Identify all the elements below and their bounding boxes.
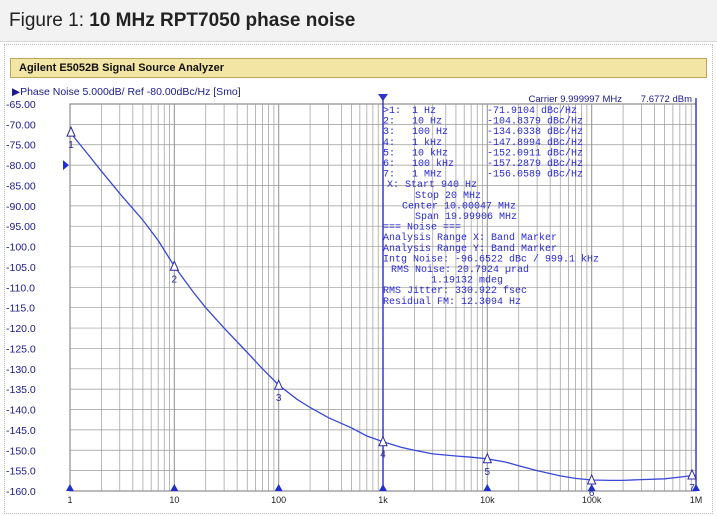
- marker-frequency: 1 kHz: [412, 137, 442, 149]
- y-tick-label: -70.00: [6, 119, 36, 131]
- marker-label: 7: [689, 483, 695, 494]
- y-tick-label: -90.00: [6, 201, 36, 213]
- marker-value: -157.2879 dBc/Hz: [487, 158, 583, 170]
- x-tick-label: 10: [169, 495, 179, 505]
- marker-id: 4:: [383, 138, 395, 149]
- marker-triangle: [66, 125, 76, 137]
- marker-label: 4: [380, 450, 386, 461]
- reference-level-marker: [63, 160, 69, 171]
- marker-frequency: 100 kHz: [412, 158, 454, 170]
- sweep-line: X: Start 940 Hz: [387, 180, 477, 191]
- y-tick-label: -145.0: [6, 425, 36, 437]
- marker-triangle: [273, 378, 284, 390]
- figure-caption: Figure 1: 10 MHz RPT7050 phase noise: [0, 0, 717, 42]
- marker-frequency: 10 kHz: [412, 147, 448, 159]
- marker-value: -156.0589 dBc/Hz: [487, 169, 583, 181]
- marker-frequency: 1 Hz: [412, 106, 436, 117]
- marker-frequency: 10 Hz: [412, 117, 442, 128]
- y-tick-label: -80.00: [6, 160, 36, 172]
- x-tick-triangle: [170, 484, 179, 491]
- marker-id: 7:: [383, 170, 395, 181]
- marker-frequency: 100 Hz: [412, 127, 448, 138]
- carrier-frequency: Carrier 9.999997 MHz: [529, 94, 623, 105]
- y-tick-label: -85.00: [6, 180, 36, 192]
- x-tick-label: 1k: [378, 495, 388, 505]
- y-tick-label: -125.0: [6, 343, 36, 355]
- x-tick-triangle: [692, 484, 700, 491]
- band-marker-top-arrow: [378, 94, 388, 101]
- noise-line: RMS Noise: 20.7924 µrad: [391, 264, 529, 276]
- x-tick-label: 1M: [690, 495, 703, 505]
- instrument-name: Agilent E5052B Signal Source Analyzer: [19, 62, 224, 74]
- y-tick-label: -105.0: [6, 262, 36, 274]
- carrier-power: 7.6772 dBm: [641, 94, 692, 105]
- noise-line: Residual FM: 12.3094 Hz: [383, 296, 521, 308]
- figure-title: 10 MHz RPT7050 phase noise: [89, 10, 356, 31]
- y-tick-label: -150.0: [6, 445, 36, 457]
- x-tick-triangle: [274, 484, 283, 491]
- y-tick-label: -155.0: [6, 466, 36, 478]
- marker-value: -147.8994 dBc/Hz: [487, 137, 583, 149]
- figure-prefix: Figure 1:: [9, 10, 90, 31]
- y-tick-label: -120.0: [6, 323, 36, 335]
- marker-value: -104.8379 dBc/Hz: [487, 116, 583, 128]
- marker-triangle: [687, 468, 697, 480]
- marker-label: 3: [276, 393, 282, 404]
- x-tick-label: 100k: [582, 495, 602, 505]
- x-tick-label: 100: [271, 495, 286, 505]
- marker-value: -71.9104 dBc/Hz: [487, 105, 577, 117]
- noise-line: 1.19132 mdeg: [431, 275, 503, 287]
- marker-id: 5:: [383, 148, 395, 159]
- marker-frequency: 1 MHz: [412, 170, 442, 181]
- y-tick-label: -140.0: [6, 405, 36, 417]
- marker-triangle: [378, 435, 388, 447]
- x-tick-label: 10k: [480, 495, 495, 505]
- y-tick-label: -130.0: [6, 364, 36, 376]
- x-tick-triangle: [66, 484, 74, 491]
- sweep-line: Span 19.99906 MHz: [415, 212, 517, 223]
- marker-label: 2: [172, 274, 178, 285]
- y-tick-label: -115.0: [6, 303, 35, 315]
- y-tick-label: -160.0: [6, 486, 36, 498]
- x-tick-triangle: [483, 484, 492, 491]
- y-tick-label: -135.0: [6, 384, 36, 396]
- sweep-line: Center 10.00047 MHz: [402, 201, 516, 212]
- screenshot-frame: [4, 44, 713, 514]
- noise-line: Intg Noise: -96.6522 dBc / 999.1 kHz: [383, 253, 599, 265]
- marker-triangle: [482, 452, 493, 464]
- marker-id: >1:: [383, 106, 401, 117]
- instrument-titlebar: Agilent E5052B Signal Source Analyzer: [10, 58, 707, 78]
- marker-value: -134.0338 dBc/Hz: [487, 126, 583, 138]
- marker-label: 1: [68, 140, 74, 151]
- noise-line: RMS Jitter: 330.922 fsec: [383, 285, 527, 297]
- marker-triangle: [169, 260, 180, 271]
- sweep-line: Stop 20 MHz: [415, 191, 481, 202]
- x-tick-triangle: [379, 484, 387, 491]
- marker-triangle: [586, 473, 597, 485]
- y-tick-label: -75.00: [6, 140, 36, 152]
- noise-line: Analysis Range X: Band Marker: [383, 232, 557, 244]
- x-tick-label: 1: [67, 495, 72, 505]
- x-tick-triangle: [587, 484, 596, 491]
- y-tick-label: -65.00: [6, 99, 36, 111]
- marker-label: 5: [485, 467, 491, 478]
- noise-line: === Noise ===: [383, 222, 461, 234]
- marker-id: 2:: [383, 117, 395, 128]
- y-tick-label: -100.0: [6, 242, 36, 254]
- y-tick-label: -110.0: [6, 282, 35, 294]
- marker-id: 3:: [383, 127, 395, 138]
- marker-id: 6:: [383, 159, 395, 170]
- marker-label: 6: [589, 488, 595, 499]
- noise-line: Analysis Range Y: Band Marker: [383, 243, 557, 255]
- trace-header: ▶Phase Noise 5.000dB/ Ref -80.00dBc/Hz […: [12, 86, 241, 98]
- y-tick-label: -95.00: [6, 221, 36, 233]
- marker-value: -152.0911 dBc/Hz: [487, 147, 583, 159]
